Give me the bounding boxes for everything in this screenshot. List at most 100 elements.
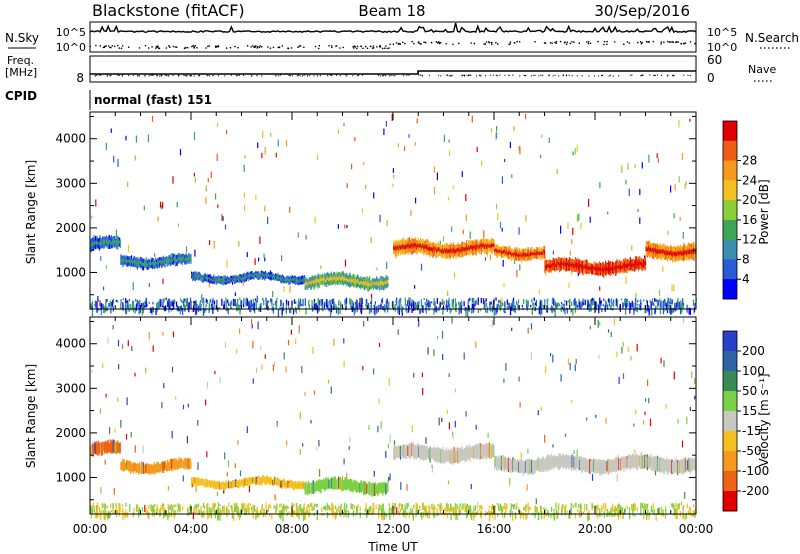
ground-scatter-point [636, 507, 638, 512]
echo-column [197, 477, 200, 485]
nave-dot [512, 74, 514, 76]
ground-scatter-point [365, 304, 367, 307]
nsearch-dot [297, 46, 299, 48]
ground-scatter-point [638, 303, 640, 309]
ground-scatter-point [122, 513, 124, 521]
ground-scatter-point [367, 303, 370, 309]
echo-core [682, 251, 684, 256]
ground-scatter-point [449, 308, 451, 314]
ground-scatter-point [120, 303, 122, 310]
ground-scatter-point [412, 303, 415, 312]
ground-scatter-point [651, 508, 654, 513]
scatter-point [100, 487, 102, 494]
ground-scatter-point [566, 510, 568, 513]
ground-scatter-point [152, 507, 154, 514]
nave-dot [479, 74, 481, 76]
ground-scatter-point [205, 298, 207, 303]
ground-scatter-point [539, 301, 542, 308]
echo-core [525, 252, 527, 257]
ground-scatter-point [444, 508, 446, 511]
scatter-point [684, 492, 686, 499]
ground-scatter-point [383, 304, 386, 309]
ground-scatter-point [207, 505, 209, 510]
scatter-point [93, 234, 95, 239]
ground-scatter-point [233, 503, 235, 508]
ground-scatter-point [588, 303, 590, 308]
ground-scatter-point [564, 507, 566, 513]
ground-scatter-point [611, 302, 613, 307]
scatter-point [589, 326, 591, 330]
echo-core [420, 242, 422, 248]
nave-dot [653, 74, 655, 76]
echo-column [232, 480, 234, 488]
ground-scatter-point [187, 507, 189, 513]
nave-dot [94, 75, 97, 77]
nsearch-dot [413, 42, 415, 45]
echo-core [117, 240, 119, 245]
ground-scatter-point [240, 508, 242, 512]
ground-scatter-point [623, 299, 626, 306]
nsearch-dot [491, 41, 493, 44]
echo-core [201, 277, 203, 280]
ground-scatter-point [101, 509, 103, 513]
echo-column [93, 444, 95, 454]
ground-scatter-point [455, 508, 457, 516]
ground-scatter-point [208, 308, 210, 313]
ground-scatter-point [105, 308, 108, 311]
ground-scatter-point [453, 507, 455, 515]
ground-scatter-point [645, 308, 647, 313]
echo-core [496, 249, 498, 254]
echo-core [644, 262, 646, 266]
ground-scatter-point [474, 300, 476, 307]
ground-scatter-point [415, 304, 418, 310]
nsearch-dot [118, 47, 121, 49]
ground-scatter-point [480, 511, 482, 519]
scatter-point [447, 480, 450, 485]
scatter-point [175, 396, 177, 400]
ground-scatter-point [441, 299, 444, 303]
echo-core [284, 279, 286, 282]
scatter-point [461, 171, 463, 177]
ground-scatter-point [508, 302, 511, 308]
ground-scatter-point [148, 301, 150, 304]
ground-scatter-point [516, 503, 518, 510]
ground-scatter-point [282, 513, 284, 522]
echo-core [184, 258, 186, 261]
ground-scatter-point [97, 502, 99, 511]
scatter-point [127, 181, 129, 188]
nsearch-dot [369, 45, 372, 48]
scatter-point [302, 443, 304, 447]
echo-column [137, 464, 139, 473]
scatter-point [599, 182, 601, 189]
scatter-point [677, 419, 679, 424]
ground-scatter-point [288, 306, 290, 310]
scatter-point [113, 155, 115, 163]
nsearch-dot [121, 45, 124, 47]
echo-column [122, 458, 124, 471]
ground-scatter-point [236, 305, 238, 312]
echo-core [141, 261, 143, 265]
ground-scatter-point [530, 305, 532, 308]
echo-core [286, 278, 288, 281]
ground-scatter-point [661, 302, 663, 307]
ground-scatter-point [432, 507, 434, 514]
scatter-point [243, 164, 245, 172]
nsearch-dot [534, 40, 536, 43]
ground-scatter-point [624, 308, 627, 315]
ground-scatter-point [231, 507, 233, 515]
ground-scatter-point [492, 304, 494, 312]
nsearch-dot [549, 41, 552, 44]
scatter-point [216, 153, 218, 162]
scatter-point [203, 505, 205, 509]
echo-core [95, 241, 97, 245]
ground-scatter-point [232, 510, 234, 515]
ground-scatter-point [193, 506, 195, 514]
ground-scatter-point [667, 297, 669, 302]
ground-scatter-point [328, 513, 330, 517]
echo-column [127, 459, 129, 471]
echo-core [480, 244, 482, 250]
velocity-scatter [90, 317, 697, 522]
nave-dot [504, 74, 506, 76]
scatter-point [274, 361, 276, 366]
